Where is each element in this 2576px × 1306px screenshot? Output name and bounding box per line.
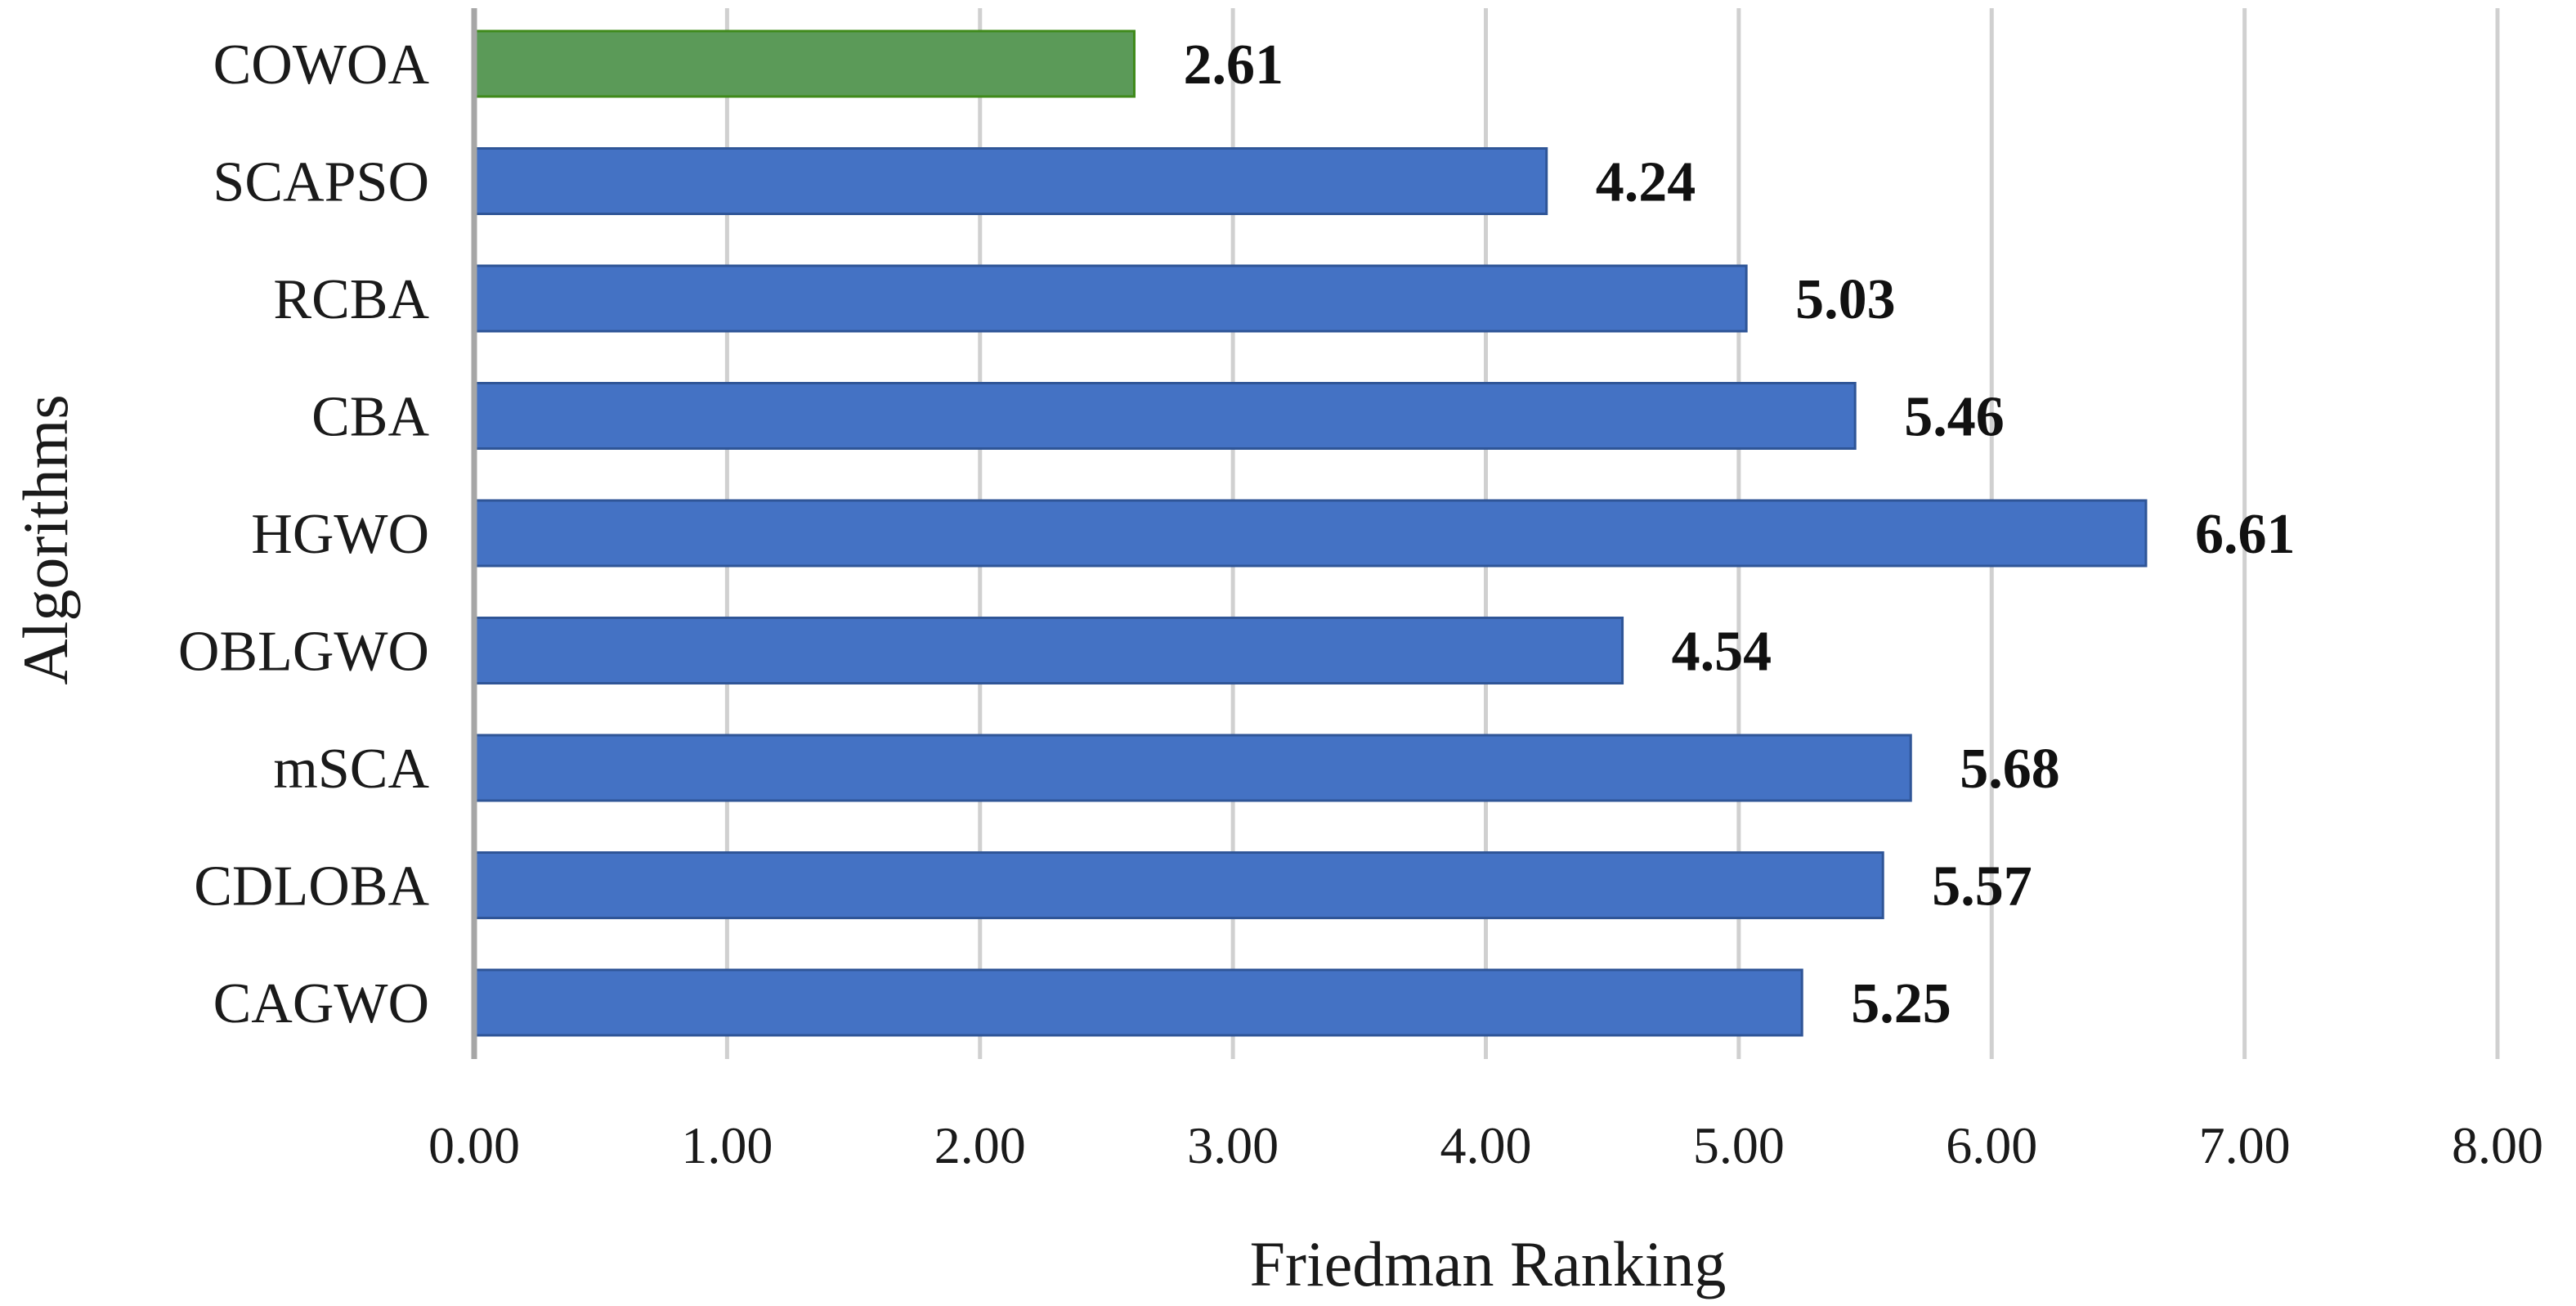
category-label-cba: CBA: [311, 386, 429, 449]
x-tick-label-8.00: 8.00: [2452, 1116, 2543, 1174]
value-labels: 2.61 4.24 5.035.46 6.61 4.54 5.68 5.57 5.25: [1183, 34, 2295, 1035]
bar-rcba: [473, 264, 1748, 333]
category-label-cowoa: COWOA: [213, 34, 430, 96]
category-label-rcba: RCBA: [273, 268, 429, 331]
x-tick-label-6.00: 6.00: [1946, 1116, 2037, 1174]
x-tick-label-7.00: 7.00: [2199, 1116, 2291, 1174]
bars: [473, 29, 2148, 1037]
value-label-cowoa: 2.61: [1183, 34, 1284, 96]
bar-cagwo: [473, 968, 1803, 1037]
bar-scapso: [473, 147, 1548, 215]
value-label-cagwo: 5.25: [1851, 972, 1951, 1035]
x-axis-title: Friedman Ranking: [1250, 1228, 1727, 1299]
category-label-hgwo: HGWO: [251, 503, 429, 566]
x-tick-labels: 0.00 1.00 2.00 3.00 4.00 5.00 6.00 7.00 8.00: [428, 1116, 2543, 1174]
bar-cowoa: [473, 29, 1136, 98]
x-tick-label-3.00: 3.00: [1187, 1116, 1279, 1174]
category-label-cagwo: CAGWO: [213, 972, 429, 1035]
bar-hgwo: [473, 499, 2148, 568]
x-tick-label-0.00: 0.00: [428, 1116, 520, 1174]
bar-oblgwo: [473, 617, 1624, 684]
bar-msca: [473, 734, 1912, 802]
value-label-rcba: 5.03: [1795, 268, 1896, 331]
y-axis-title: Algorithms: [10, 394, 81, 684]
x-tick-label-5.00: 5.00: [1693, 1116, 1785, 1174]
x-tick-label-4.00: 4.00: [1440, 1116, 1532, 1174]
bar-cdloba: [473, 851, 1884, 919]
value-label-cdloba: 5.57: [1932, 855, 2032, 918]
value-label-msca: 5.68: [1960, 738, 2060, 801]
category-label-cdloba: CDLOBA: [194, 855, 429, 918]
value-label-oblgwo: 4.54: [1672, 621, 1772, 684]
x-tick-label-1.00: 1.00: [681, 1116, 773, 1174]
value-label-scapso: 4.24: [1596, 151, 1696, 214]
x-tick-label-2.00: 2.00: [934, 1116, 1026, 1174]
category-labels: COWOA SCAPSO RCBA CBA HGWO OBLGWO mSCA CDLOBA CA…: [178, 34, 430, 1035]
category-label-oblgwo: OBLGWO: [178, 621, 429, 684]
value-label-hgwo: 6.61: [2195, 503, 2296, 566]
bar-cba: [473, 382, 1857, 450]
category-label-msca: mSCA: [273, 738, 429, 801]
category-label-scapso: SCAPSO: [213, 151, 429, 214]
value-label-cba: 5.46: [1904, 386, 2005, 449]
